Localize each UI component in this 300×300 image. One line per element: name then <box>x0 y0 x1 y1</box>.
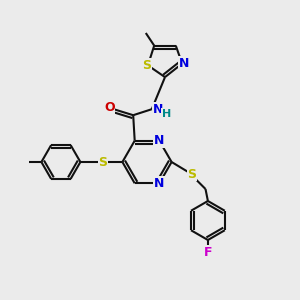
Text: N: N <box>154 134 164 147</box>
Text: S: S <box>98 155 107 169</box>
Text: S: S <box>142 59 151 72</box>
Text: N: N <box>154 177 164 190</box>
Text: N: N <box>153 103 164 116</box>
Text: S: S <box>188 167 196 181</box>
Text: H: H <box>162 109 171 119</box>
Text: N: N <box>178 57 189 70</box>
Text: F: F <box>204 245 212 259</box>
Text: O: O <box>104 101 115 114</box>
